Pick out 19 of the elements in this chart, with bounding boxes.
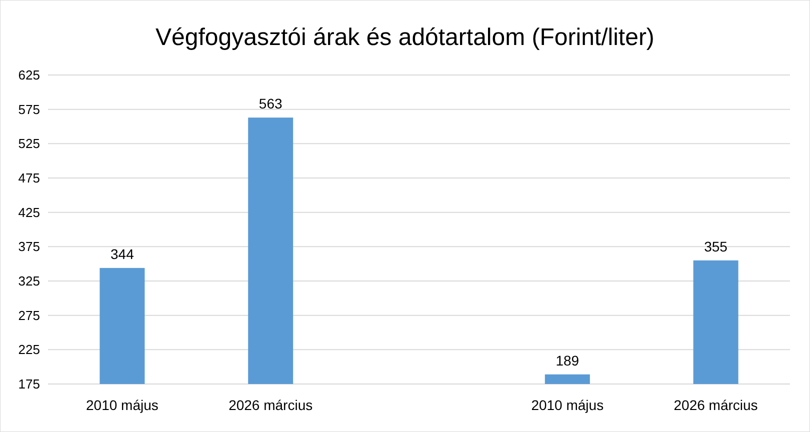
y-tick-label: 225 bbox=[18, 342, 40, 358]
data-label: 563 bbox=[258, 96, 282, 112]
data-label: 344 bbox=[110, 246, 134, 262]
y-tick-label: 325 bbox=[18, 274, 40, 289]
data-label: 189 bbox=[556, 352, 580, 368]
y-tick-label: 175 bbox=[18, 376, 40, 392]
x-tick-label: 2010 május bbox=[86, 397, 158, 413]
data-label: 355 bbox=[704, 238, 728, 254]
y-tick-label: 375 bbox=[18, 239, 40, 254]
y-tick-label: 275 bbox=[18, 308, 40, 323]
x-tick-label: 2026 március bbox=[674, 397, 758, 413]
y-tick-label: 625 bbox=[18, 68, 40, 83]
chart-title: Végfogyasztói árak és adótartalom (Forint/liter) bbox=[156, 24, 654, 51]
y-tick-label: 475 bbox=[18, 170, 40, 186]
y-tick-label: 525 bbox=[18, 136, 40, 152]
x-tick-label: 2026 március bbox=[228, 397, 313, 413]
y-tick-label: 575 bbox=[18, 102, 40, 117]
y-tick-label: 425 bbox=[18, 204, 40, 220]
x-tick-label: 2010 május bbox=[531, 397, 604, 413]
